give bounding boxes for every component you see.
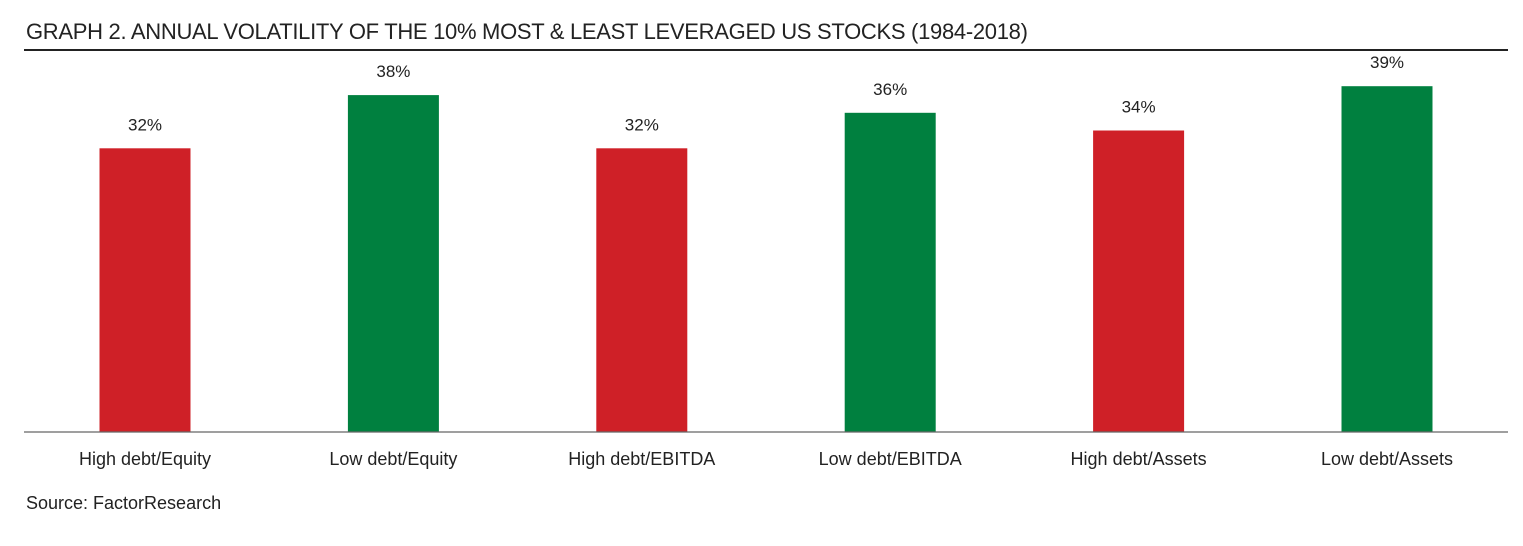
data-labels-group: 32% 38% 32% 36% 34% 39% [128, 53, 1404, 134]
bar-5 [1093, 130, 1185, 432]
bar-1 [99, 148, 191, 433]
data-label-5: 34% [1122, 98, 1156, 117]
data-label-4: 36% [873, 80, 907, 99]
x-tick-label-4: Low debt/EBITDA [819, 449, 962, 469]
bars-group [99, 86, 1433, 433]
bar-2 [347, 95, 439, 432]
title-rule [24, 49, 1508, 51]
data-label-6: 39% [1370, 53, 1404, 72]
x-tick-label-6: Low debt/Assets [1321, 449, 1453, 469]
x-tick-labels-group: High debt/Equity Low debt/Equity High debt… [79, 449, 1453, 469]
bar-4 [844, 112, 936, 433]
data-label-1: 32% [128, 115, 162, 134]
x-tick-label-1: High debt/Equity [79, 449, 211, 469]
x-tick-label-5: High debt/Assets [1071, 449, 1207, 469]
data-label-2: 38% [376, 62, 410, 81]
chart-title: GRAPH 2. ANNUAL VOLATILITY OF THE 10% MO… [26, 19, 1028, 44]
bar-3 [596, 148, 688, 433]
bar-6 [1341, 86, 1433, 432]
x-tick-label-2: Low debt/Equity [329, 449, 457, 469]
data-label-3: 32% [625, 115, 659, 134]
source-note: Source: FactorResearch [26, 493, 222, 513]
x-tick-label-3: High debt/EBITDA [568, 449, 715, 469]
